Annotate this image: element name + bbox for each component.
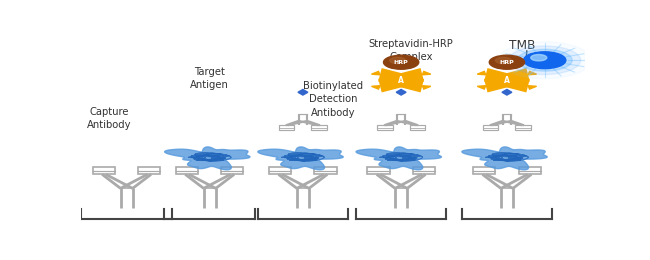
Text: A: A bbox=[504, 76, 510, 85]
Polygon shape bbox=[502, 89, 512, 95]
Text: TMB: TMB bbox=[509, 39, 535, 52]
Polygon shape bbox=[462, 147, 547, 170]
Polygon shape bbox=[528, 72, 536, 75]
Text: HRP: HRP bbox=[500, 60, 514, 65]
Circle shape bbox=[489, 55, 525, 69]
Circle shape bbox=[498, 42, 592, 79]
Circle shape bbox=[384, 55, 419, 69]
Polygon shape bbox=[528, 86, 536, 89]
Circle shape bbox=[517, 49, 572, 71]
Text: Biotinylated
Detection
Antibody: Biotinylated Detection Antibody bbox=[303, 81, 363, 118]
Text: Target
Antigen: Target Antigen bbox=[190, 67, 229, 90]
Circle shape bbox=[523, 52, 566, 69]
Polygon shape bbox=[372, 86, 380, 89]
Polygon shape bbox=[422, 86, 431, 89]
Text: Capture
Antibody: Capture Antibody bbox=[86, 107, 131, 131]
Text: A: A bbox=[398, 76, 404, 85]
Polygon shape bbox=[164, 147, 250, 170]
Polygon shape bbox=[372, 72, 380, 75]
Circle shape bbox=[389, 57, 406, 64]
Circle shape bbox=[495, 57, 512, 64]
Polygon shape bbox=[477, 72, 486, 75]
Polygon shape bbox=[422, 72, 431, 75]
Circle shape bbox=[509, 46, 580, 75]
Polygon shape bbox=[396, 89, 406, 95]
Polygon shape bbox=[356, 147, 441, 170]
Text: Streptavidin-HRP
Complex: Streptavidin-HRP Complex bbox=[369, 39, 454, 62]
Polygon shape bbox=[298, 89, 308, 95]
Circle shape bbox=[531, 55, 547, 61]
Polygon shape bbox=[258, 147, 343, 170]
Text: HRP: HRP bbox=[394, 60, 408, 65]
Polygon shape bbox=[477, 86, 486, 89]
